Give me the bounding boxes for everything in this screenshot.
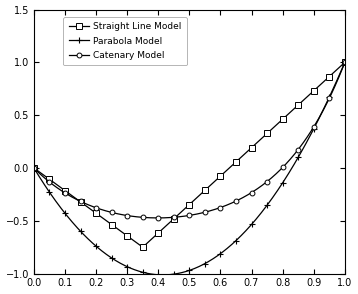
Parabola Model [296,156,300,159]
Parabola Model [250,223,254,226]
Catenary Model [47,180,52,184]
Parabola Model [78,230,83,233]
Parabola Model [47,191,52,194]
Parabola Model [218,252,223,255]
Straight Line Model [156,231,160,235]
Straight Line Model [343,61,347,64]
Parabola Model [234,239,238,242]
Catenary Model [94,206,98,210]
Catenary Model [156,216,160,220]
Straight Line Model [141,245,145,249]
Straight Line Model [187,203,192,206]
Parabola Model [63,212,67,215]
Straight Line Model [234,160,238,164]
Catenary Model [250,191,254,194]
Parabola Model [280,181,285,185]
Straight Line Model [311,89,316,93]
Catenary Model [343,61,347,64]
Line: Parabola Model: Parabola Model [30,59,348,278]
Catenary Model [63,191,67,195]
Catenary Model [203,211,207,214]
Straight Line Model [327,75,332,78]
Straight Line Model [110,223,114,226]
Catenary Model [218,206,223,209]
Parabola Model [156,273,160,277]
Straight Line Model [78,200,83,204]
Line: Catenary Model: Catenary Model [32,60,347,220]
Straight Line Model [250,146,254,149]
Catenary Model [187,214,192,217]
Straight Line Model [280,118,285,121]
Parabola Model [187,269,192,272]
Catenary Model [311,125,316,129]
Parabola Model [110,256,114,260]
Catenary Model [125,214,129,217]
Parabola Model [343,61,347,64]
Legend: Straight Line Model, Parabola Model, Catenary Model: Straight Line Model, Parabola Model, Cat… [63,17,187,65]
Parabola Model [327,95,332,99]
Catenary Model [78,200,83,203]
Line: Straight Line Model: Straight Line Model [31,60,348,250]
Catenary Model [296,148,300,151]
Catenary Model [172,216,176,219]
Straight Line Model [218,174,223,178]
Straight Line Model [63,189,67,192]
Straight Line Model [32,166,36,170]
Parabola Model [32,166,36,170]
Straight Line Model [47,178,52,181]
Catenary Model [265,180,269,183]
Parabola Model [125,265,129,268]
Catenary Model [234,199,238,203]
Straight Line Model [172,217,176,220]
Straight Line Model [125,234,129,238]
Catenary Model [280,166,285,169]
Parabola Model [203,262,207,265]
Catenary Model [110,211,114,214]
Straight Line Model [203,188,207,192]
Parabola Model [311,127,316,131]
Parabola Model [94,244,98,248]
Straight Line Model [94,211,98,215]
Parabola Model [172,272,176,276]
Catenary Model [141,216,145,219]
Catenary Model [327,96,332,100]
Catenary Model [32,166,36,170]
Straight Line Model [296,103,300,107]
Parabola Model [141,270,145,274]
Parabola Model [265,203,269,207]
Straight Line Model [265,132,269,135]
